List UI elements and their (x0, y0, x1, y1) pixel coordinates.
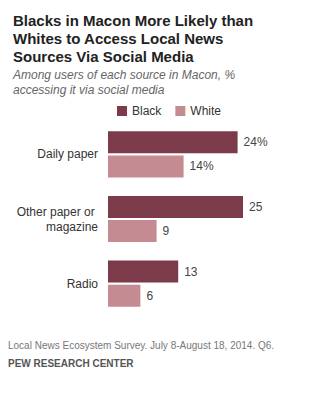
svg-text:13: 13 (184, 265, 198, 279)
svg-text:Other paper or: Other paper or (17, 205, 98, 219)
svg-text:6: 6 (146, 289, 153, 303)
svg-text:Among users of each source in: Among users of each source in Macon, % (12, 68, 238, 82)
svg-text:25: 25 (249, 200, 263, 214)
svg-text:Radio: Radio (67, 277, 99, 291)
svg-text:accessing it via social media: accessing it via social media (13, 83, 165, 97)
svg-text:White: White (190, 104, 221, 118)
svg-text:24%: 24% (244, 135, 268, 149)
svg-text:14%: 14% (190, 159, 214, 173)
svg-text:Local News Ecosystem Survey. J: Local News Ecosystem Survey. July 8-Augu… (8, 340, 274, 351)
svg-text:PEW RESEARCH CENTER: PEW RESEARCH CENTER (8, 358, 134, 369)
svg-text:Black: Black (132, 104, 162, 118)
svg-text:Blacks in Macon More Likely th: Blacks in Macon More Likely than (13, 12, 257, 29)
svg-text:Sources Via Social Media: Sources Via Social Media (13, 48, 194, 65)
svg-text:magazine: magazine (46, 220, 98, 234)
svg-text:Whites to Access Local News: Whites to Access Local News (13, 30, 228, 47)
svg-text:Daily paper: Daily paper (37, 147, 98, 161)
svg-text:9: 9 (163, 224, 170, 238)
